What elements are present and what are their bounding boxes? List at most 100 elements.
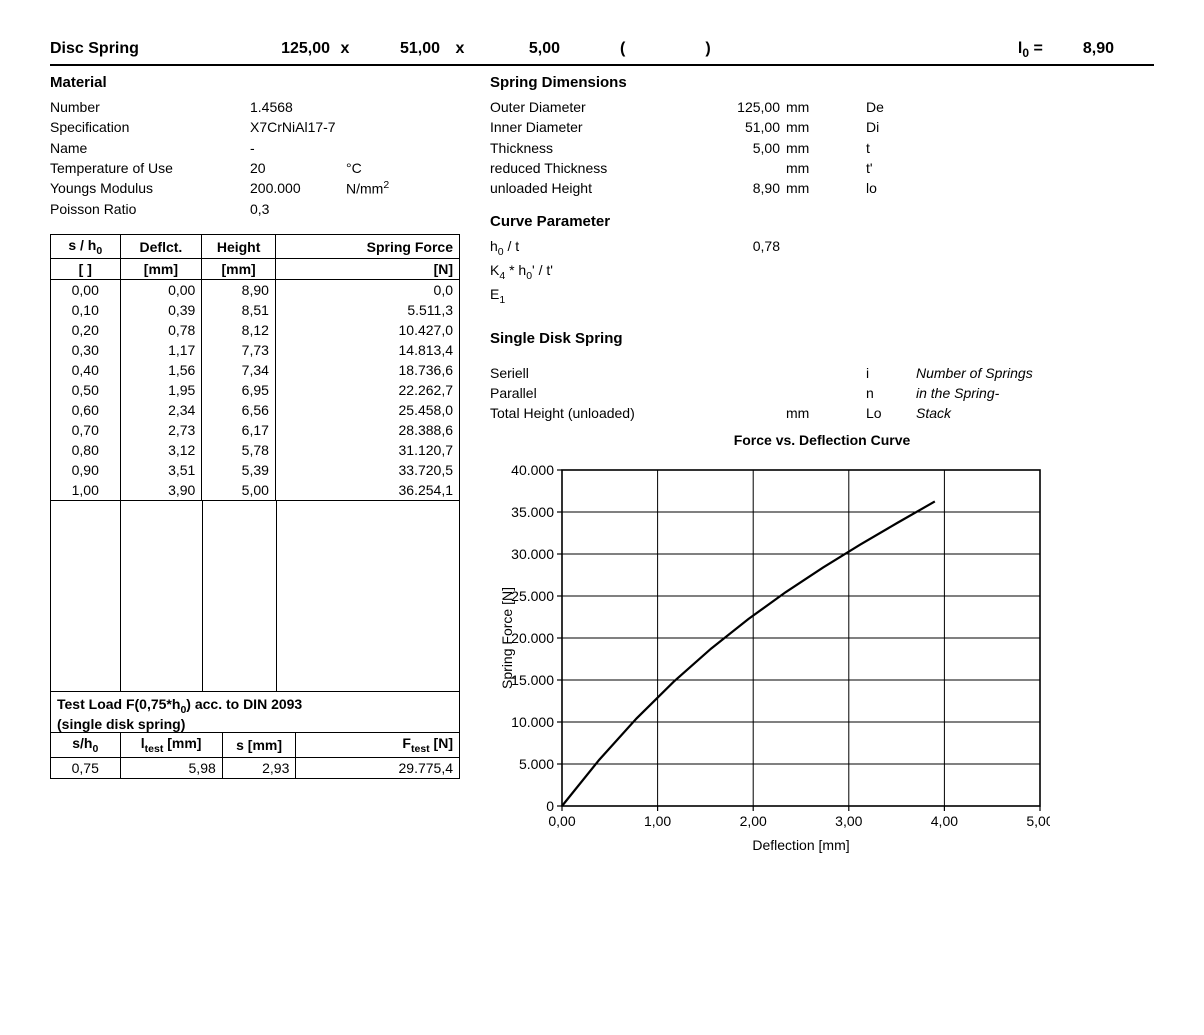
header-lparen: ( — [620, 40, 625, 58]
table-cell: 0,20 — [51, 320, 121, 340]
test-load-box: Test Load F(0,75*h0) acc. to DIN 2093 (s… — [50, 692, 460, 733]
table-cell: 0,30 — [51, 340, 121, 360]
dim-unit: mm — [780, 117, 836, 137]
chart-title: Force vs. Deflection Curve — [490, 432, 1154, 448]
table-row: 1,003,905,0036.254,1 — [51, 480, 460, 501]
material-value: 1.4568 — [250, 97, 340, 117]
dim-symbol: De — [836, 97, 926, 117]
dim-unit: mm — [780, 178, 836, 198]
table-cell: 0,50 — [51, 380, 121, 400]
material-value: 200.000 — [250, 178, 340, 199]
table-cell: 1,95 — [120, 380, 202, 400]
table-row: 0,602,346,5625.458,0 — [51, 400, 460, 420]
table-cell: 8,12 — [202, 320, 276, 340]
table-cell: 5,00 — [202, 480, 276, 501]
dim-key: reduced Thickness — [490, 158, 700, 178]
header-dim3: 5,00 — [480, 40, 560, 58]
table-cell: 5,78 — [202, 440, 276, 460]
curveparam-value: 0,78 — [700, 236, 780, 260]
table-row: 0,200,788,1210.427,0 — [51, 320, 460, 340]
svg-text:35.000: 35.000 — [511, 504, 554, 520]
table-cell: 0,78 — [120, 320, 202, 340]
material-unit — [340, 117, 396, 137]
dim-symbol: Di — [836, 117, 926, 137]
svg-text:40.000: 40.000 — [511, 462, 554, 478]
table-cell: 1,56 — [120, 360, 202, 380]
empty-table-area — [50, 500, 460, 692]
dim-value — [700, 158, 780, 178]
material-unit: N/mm2 — [340, 178, 396, 199]
sd-note: Number of Springs — [916, 363, 1033, 383]
table-cell: 0,39 — [120, 300, 202, 320]
table-cell: 0,0 — [275, 280, 459, 301]
dim-unit: mm — [780, 138, 836, 158]
test-table-header: Ftest [N] — [296, 733, 460, 758]
header-rparen: ) — [705, 40, 710, 58]
curveparam-value — [700, 284, 780, 308]
chart-container: 0,001,002,003,004,005,0005.00010.00015.0… — [490, 452, 1154, 895]
material-value: 20 — [250, 158, 340, 178]
material-unit — [340, 199, 396, 219]
table-header-unit: [N] — [275, 259, 459, 280]
material-value: 0,3 — [250, 199, 340, 219]
sd-value — [700, 383, 780, 403]
force-deflection-chart: 0,001,002,003,004,005,0005.00010.00015.0… — [490, 452, 1050, 892]
header-row: Disc Spring 125,00 x 51,00 x 5,00 ( ) l0… — [50, 40, 1154, 66]
material-unit — [340, 97, 396, 117]
svg-text:4,00: 4,00 — [931, 813, 958, 829]
dimensions-heading: Spring Dimensions — [490, 74, 1154, 91]
curveparam-key: h0 / t — [490, 236, 700, 260]
curveparam-key: K4 * h0' / t' — [490, 260, 700, 284]
sd-symbol: n — [836, 383, 916, 403]
table-header-unit: [mm] — [120, 259, 202, 280]
dim-symbol: t' — [836, 158, 926, 178]
table-cell: 18.736,6 — [275, 360, 459, 380]
table-cell: 33.720,5 — [275, 460, 459, 480]
table-cell: 28.388,6 — [275, 420, 459, 440]
dim-unit: mm — [780, 97, 836, 117]
deflection-table: s / h0Deflct.HeightSpring Force [ ][mm][… — [50, 234, 460, 502]
table-cell: 6,95 — [202, 380, 276, 400]
header-x1: x — [330, 40, 360, 58]
sd-value — [700, 403, 780, 423]
svg-text:Spring Force [N]: Spring Force [N] — [499, 587, 515, 689]
test-table-cell: 2,93 — [222, 758, 296, 779]
dim-value: 8,90 — [700, 178, 780, 198]
table-cell: 22.262,7 — [275, 380, 459, 400]
table-row: 0,803,125,7831.120,7 — [51, 440, 460, 460]
table-cell: 5.511,3 — [275, 300, 459, 320]
dim-key: Inner Diameter — [490, 117, 700, 137]
svg-text:0: 0 — [546, 798, 554, 814]
svg-text:1,00: 1,00 — [644, 813, 671, 829]
table-row: 0,301,177,7314.813,4 — [51, 340, 460, 360]
svg-text:15.000: 15.000 — [511, 672, 554, 688]
test-table-cell: 29.775,4 — [296, 758, 460, 779]
table-cell: 14.813,4 — [275, 340, 459, 360]
dim-key: unloaded Height — [490, 178, 700, 198]
table-header-unit: [ ] — [51, 259, 121, 280]
table-cell: 8,51 — [202, 300, 276, 320]
svg-text:5.000: 5.000 — [519, 756, 554, 772]
material-value: - — [250, 138, 340, 158]
header-dim1: 125,00 — [250, 40, 330, 58]
material-list: Number1.4568SpecificationX7CrNiAl17-7Nam… — [50, 97, 460, 219]
table-cell: 10.427,0 — [275, 320, 459, 340]
table-cell: 5,39 — [202, 460, 276, 480]
singledisk-list: SerielliNumber of SpringsParallelnin the… — [490, 363, 1154, 424]
test-load-title: Test Load F(0,75*h0) acc. to DIN 2093 — [57, 696, 453, 716]
test-load-table: s/h0ltest [mm]s [mm]Ftest [N] 0,755,982,… — [50, 732, 460, 779]
dim-value: 51,00 — [700, 117, 780, 137]
test-table-cell: 0,75 — [51, 758, 121, 779]
table-header: s / h0 — [51, 234, 121, 259]
table-cell: 8,90 — [202, 280, 276, 301]
sd-symbol: i — [836, 363, 916, 383]
sd-unit — [780, 363, 836, 383]
svg-text:Deflection [mm]: Deflection [mm] — [752, 837, 849, 853]
header-title: Disc Spring — [50, 40, 250, 58]
dim-symbol: lo — [836, 178, 926, 198]
dim-value: 125,00 — [700, 97, 780, 117]
material-heading: Material — [50, 74, 460, 91]
dimensions-list: Outer Diameter125,00mmDeInner Diameter51… — [490, 97, 1154, 198]
table-cell: 31.120,7 — [275, 440, 459, 460]
table-cell: 3,90 — [120, 480, 202, 501]
